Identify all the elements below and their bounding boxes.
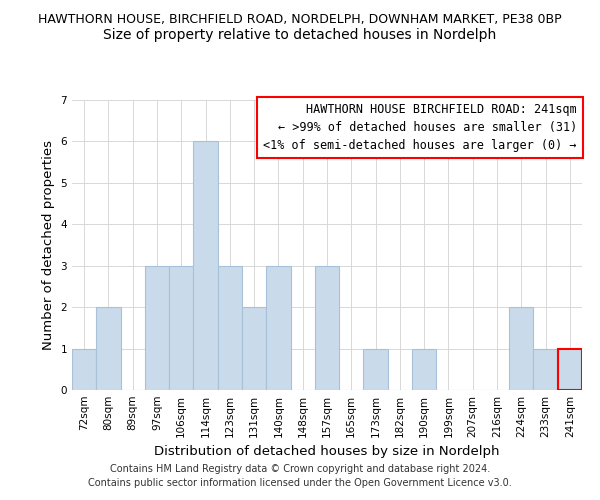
Bar: [193, 142, 218, 390]
Bar: [96, 307, 121, 390]
Bar: [169, 266, 193, 390]
Bar: [218, 266, 242, 390]
Bar: [145, 266, 169, 390]
Bar: [242, 307, 266, 390]
Text: Contains HM Land Registry data © Crown copyright and database right 2024.
Contai: Contains HM Land Registry data © Crown c…: [88, 464, 512, 487]
Bar: [558, 348, 582, 390]
Text: Size of property relative to detached houses in Nordelph: Size of property relative to detached ho…: [103, 28, 497, 42]
Y-axis label: Number of detached properties: Number of detached properties: [42, 140, 55, 350]
Bar: [315, 266, 339, 390]
Bar: [509, 307, 533, 390]
Bar: [412, 348, 436, 390]
Bar: [266, 266, 290, 390]
Text: HAWTHORN HOUSE, BIRCHFIELD ROAD, NORDELPH, DOWNHAM MARKET, PE38 0BP: HAWTHORN HOUSE, BIRCHFIELD ROAD, NORDELP…: [38, 12, 562, 26]
Text: HAWTHORN HOUSE BIRCHFIELD ROAD: 241sqm
← >99% of detached houses are smaller (31: HAWTHORN HOUSE BIRCHFIELD ROAD: 241sqm ←…: [263, 103, 577, 152]
Bar: [72, 348, 96, 390]
Bar: [364, 348, 388, 390]
X-axis label: Distribution of detached houses by size in Nordelph: Distribution of detached houses by size …: [154, 446, 500, 458]
Bar: [533, 348, 558, 390]
